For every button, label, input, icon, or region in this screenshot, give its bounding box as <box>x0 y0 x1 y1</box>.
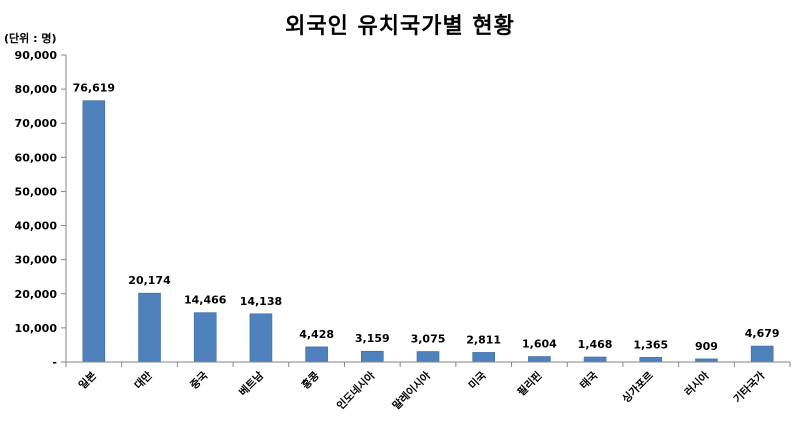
x-tick-label: 베트남 <box>236 369 266 399</box>
x-tick-label: 기타국가 <box>731 369 768 406</box>
data-label: 76,619 <box>73 82 115 95</box>
y-tick-label: 60,000 <box>15 151 58 164</box>
x-tick-label: 홍콩 <box>299 369 322 392</box>
x-tick-label: 일본 <box>76 369 99 392</box>
y-tick-label: 30,000 <box>15 254 58 267</box>
y-tick-label: 70,000 <box>15 117 58 130</box>
data-label: 2,811 <box>466 333 501 346</box>
bar <box>639 357 663 363</box>
y-tick-label: 90,000 <box>15 49 58 62</box>
y-tick-label: 20,000 <box>15 288 58 301</box>
x-tick-label: 인도네시아 <box>334 369 378 413</box>
y-tick-label: - <box>52 356 57 369</box>
data-label: 1,604 <box>522 338 557 351</box>
y-tick-label: 10,000 <box>15 322 58 335</box>
x-axis-ticks: 일본 대만 중국 베트남 홍콩 인도네시아 말레이시아 미국 필리핀 태국 싱가포르 러시아 기타국가 <box>65 362 791 413</box>
unit-label: (단위 : 명) <box>4 32 57 45</box>
bar <box>528 356 551 363</box>
y-tick-label: 50,000 <box>15 185 58 198</box>
data-label: 3,075 <box>411 333 446 346</box>
data-label: 3,159 <box>355 332 390 345</box>
data-label: 4,428 <box>299 328 334 341</box>
bar <box>416 351 440 363</box>
x-tick-label: 미국 <box>466 369 489 392</box>
x-tick-label: 러시아 <box>682 369 712 399</box>
bar <box>583 356 607 363</box>
bar <box>138 292 161 363</box>
y-tick-label: 40,000 <box>15 220 58 233</box>
bar <box>472 352 495 363</box>
x-tick-label: 대만 <box>132 369 155 392</box>
data-label: 14,466 <box>184 294 227 307</box>
bar <box>305 346 328 363</box>
bar <box>82 100 106 363</box>
y-tick-label: 80,000 <box>15 83 58 96</box>
bar <box>361 350 384 363</box>
chart-title: 외국인 유치국가별 현황 <box>285 14 515 39</box>
x-tick-label: 싱가포르 <box>619 369 656 406</box>
data-label: 4,679 <box>745 327 780 340</box>
x-tick-label: 중국 <box>188 369 210 391</box>
data-label: 1,468 <box>578 338 613 351</box>
data-labels: 76,619 20,174 14,466 14,138 4,428 3,159 3,075 2… <box>73 82 780 353</box>
bar <box>193 312 217 363</box>
x-tick-label: 필리핀 <box>515 369 545 399</box>
bar <box>249 313 273 363</box>
y-axis-ticks: - 10,000 20,000 30,000 40,000 50,000 60,000 70,… <box>15 49 66 369</box>
data-label: 14,138 <box>240 295 282 308</box>
data-label: 1,365 <box>633 338 668 351</box>
x-tick-label: 말레이시아 <box>390 369 434 413</box>
data-label: 20,174 <box>128 274 171 287</box>
bars <box>82 100 774 363</box>
data-label: 909 <box>695 340 718 353</box>
x-tick-label: 태국 <box>577 369 600 392</box>
bar <box>750 345 774 363</box>
